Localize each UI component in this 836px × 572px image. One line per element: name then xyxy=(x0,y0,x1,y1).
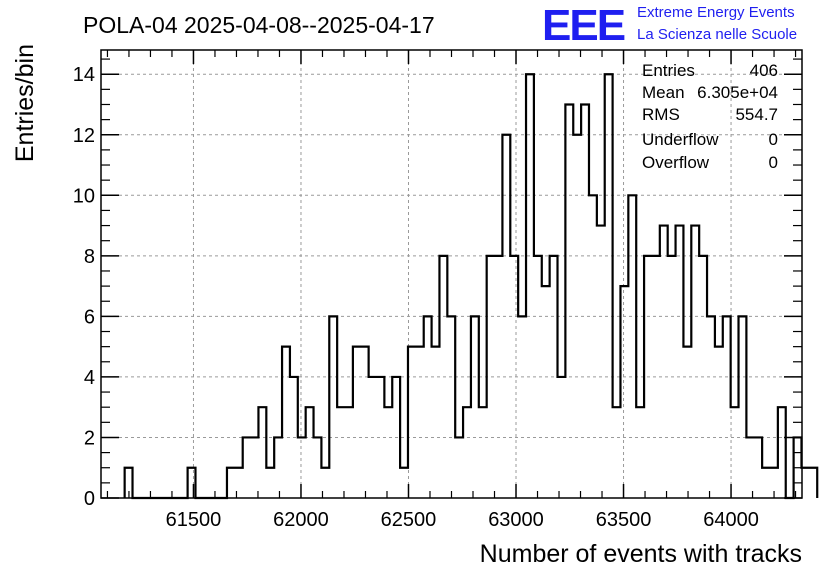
x-tick-label: 62500 xyxy=(381,509,437,531)
x-tick-label: 64000 xyxy=(703,509,759,531)
chart-title: POLA-04 2025-04-08--2025-04-17 xyxy=(83,12,435,38)
x-tick-labels: 61500 62000 62500 63000 63500 64000 xyxy=(166,509,759,531)
y-tick-label: 8 xyxy=(84,246,95,268)
stats-box: Entries 406 Mean 6.305e+04 RMS 554.7 Und… xyxy=(642,61,778,172)
x-tick-label: 63000 xyxy=(488,509,544,531)
stats-value-mean: 6.305e+04 xyxy=(697,83,778,102)
y-tick-label: 12 xyxy=(73,125,95,147)
x-axis-title: Number of events with tracks xyxy=(480,540,802,568)
axis-ticks xyxy=(101,50,802,499)
x-tick-label: 62000 xyxy=(273,509,329,531)
x-tick-label: 63500 xyxy=(596,509,652,531)
y-tick-label: 4 xyxy=(84,367,95,389)
stats-label-rms: RMS xyxy=(642,105,680,124)
histogram-outline xyxy=(123,73,819,500)
stats-value-underflow: 0 xyxy=(769,130,778,149)
x-tick-label: 61500 xyxy=(166,509,222,531)
y-axis-title: Entries/bin xyxy=(11,44,39,162)
logo-mark: EEE xyxy=(542,1,625,50)
stats-label-mean: Mean xyxy=(642,83,685,102)
stats-value-rms: 554.7 xyxy=(735,105,778,124)
y-tick-label: 6 xyxy=(84,306,95,328)
stats-value-overflow: 0 xyxy=(769,153,778,172)
grid-lines xyxy=(101,50,802,498)
stats-label-underflow: Underflow xyxy=(642,130,719,149)
stats-label-entries: Entries xyxy=(642,61,695,80)
y-tick-label: 14 xyxy=(73,64,95,86)
eee-logo: EEE Extreme Energy Events La Scienza nel… xyxy=(542,1,797,50)
y-tick-label: 2 xyxy=(84,427,95,449)
y-tick-label: 10 xyxy=(73,185,95,207)
logo-line-1: Extreme Energy Events xyxy=(637,4,795,21)
logo-line-2: La Scienza nelle Scuole xyxy=(637,26,797,43)
stats-label-overflow: Overflow xyxy=(642,153,710,172)
y-tick-label: 0 xyxy=(84,488,95,510)
stats-value-entries: 406 xyxy=(750,61,778,80)
y-tick-labels: 0 2 4 6 8 10 12 14 xyxy=(73,64,95,510)
